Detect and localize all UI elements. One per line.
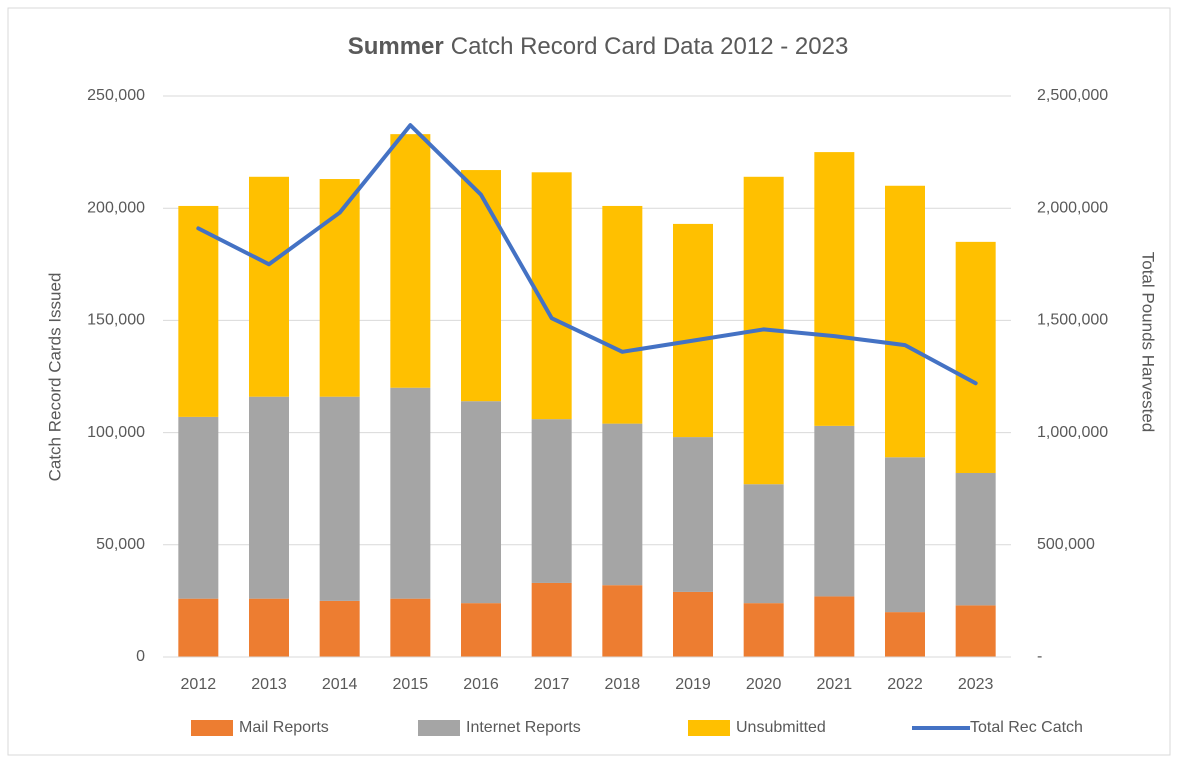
bar-segment	[531, 419, 572, 583]
bar-segment	[249, 598, 289, 657]
bar-segment	[461, 603, 501, 657]
x-tick-label: 2013	[251, 676, 287, 693]
x-tick-label: 2017	[534, 676, 570, 693]
legend-label: Internet Reports	[466, 719, 581, 736]
line-series	[196, 123, 978, 386]
bar-segment	[814, 152, 855, 426]
bar-segment	[390, 134, 431, 388]
y2-tick-label: -	[1037, 648, 1042, 665]
bar-segment	[319, 396, 360, 601]
y2-tick-label: 2,000,000	[1037, 199, 1108, 216]
bar-segment	[461, 170, 501, 402]
y-tick-label: 150,000	[87, 312, 145, 329]
y-tick-label: 200,000	[87, 199, 145, 216]
y-tick-label: 100,000	[87, 424, 145, 441]
x-tick-label: 2023	[958, 676, 994, 693]
bar-segment	[178, 598, 219, 657]
x-tick-label: 2016	[463, 676, 499, 693]
y2-axis-title: Total Pounds Harvested	[1139, 252, 1158, 433]
bar-segment	[673, 591, 713, 657]
bar-segment	[673, 223, 713, 438]
bar-segment	[531, 582, 572, 657]
bar-segment	[390, 387, 431, 599]
x-tick-label: 2021	[817, 676, 853, 693]
legend-swatch	[191, 720, 233, 736]
bar-segment	[178, 205, 219, 417]
title-bold: Summer	[348, 33, 444, 60]
legend-swatch	[688, 720, 730, 736]
bar-segment	[602, 205, 643, 424]
bar-segment	[249, 176, 289, 397]
bar-segment	[814, 425, 855, 597]
bar-segment	[885, 185, 925, 458]
bar-segment	[814, 596, 855, 657]
y-tick-label: 250,000	[87, 87, 145, 104]
y-axis-title: Catch Record Cards Issued	[45, 273, 64, 482]
bar-segment	[885, 457, 925, 613]
y-tick-label: 0	[136, 648, 145, 665]
y-tick-label: 50,000	[96, 536, 145, 553]
x-tick-label: 2018	[605, 676, 641, 693]
bar-segment	[319, 179, 360, 397]
bar-segment	[955, 241, 996, 473]
title-rest: Catch Record Card Data 2012 - 2023	[451, 33, 849, 60]
bar-segment	[602, 585, 643, 657]
bar-segment	[885, 612, 925, 657]
bar-segment	[461, 401, 501, 604]
bar-segment	[955, 472, 996, 606]
bar-segment	[743, 484, 784, 604]
legend-label: Unsubmitted	[736, 719, 826, 736]
x-tick-label: 2019	[675, 676, 711, 693]
x-tick-label: 2022	[887, 676, 923, 693]
bar-segment	[673, 437, 713, 592]
bar-segment	[319, 600, 360, 657]
legend-label: Total Rec Catch	[970, 719, 1083, 736]
x-tick-label: 2014	[322, 676, 358, 693]
bar-segment	[743, 603, 784, 657]
y2-tick-label: 2,500,000	[1037, 87, 1108, 104]
x-tick-label: 2015	[393, 676, 429, 693]
y2-tick-label: 500,000	[1037, 536, 1095, 553]
y2-tick-label: 1,000,000	[1037, 424, 1108, 441]
legend-swatch	[418, 720, 460, 736]
bar-segment	[390, 598, 431, 657]
bar-segment	[955, 605, 996, 657]
bar-segment	[178, 416, 219, 599]
bar-segment	[602, 423, 643, 586]
x-tick-label: 2020	[746, 676, 782, 693]
bar-segment	[249, 396, 289, 599]
y2-tick-label: 1,500,000	[1037, 312, 1108, 329]
chart-title: Summer Catch Record Card Data 2012 - 2023	[348, 33, 849, 60]
legend-label: Mail Reports	[239, 719, 329, 736]
x-tick-label: 2012	[181, 676, 217, 693]
